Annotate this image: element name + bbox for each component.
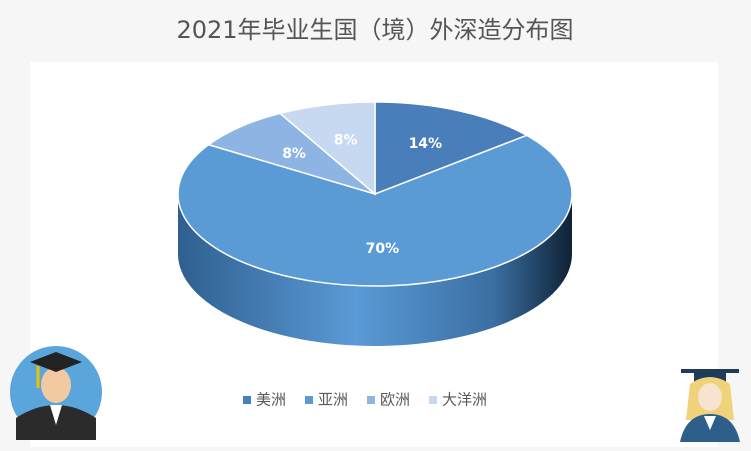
data-label: 14% (409, 136, 443, 152)
legend-swatch (429, 396, 437, 404)
chart-title: 2021年毕业生国（境）外深造分布图 (176, 16, 573, 44)
pie-slice (177, 134, 573, 287)
pie-slice (207, 112, 376, 195)
legend-label: 美洲 (256, 391, 286, 409)
icon-right (680, 369, 740, 442)
legend-label: 亚洲 (318, 391, 348, 409)
data-label: 70% (366, 241, 400, 257)
legend-label: 欧洲 (380, 391, 410, 409)
legend-swatch (305, 396, 313, 404)
data-label: 8% (282, 146, 306, 162)
pie-slice (374, 101, 529, 196)
pie-side (178, 194, 572, 346)
data-label: 8% (334, 133, 358, 149)
legend-label: 大洋洲 (442, 391, 487, 409)
legend-swatch (243, 396, 251, 404)
legend-swatch (367, 396, 375, 404)
icon-left (10, 346, 102, 440)
pie-slice (278, 101, 376, 196)
